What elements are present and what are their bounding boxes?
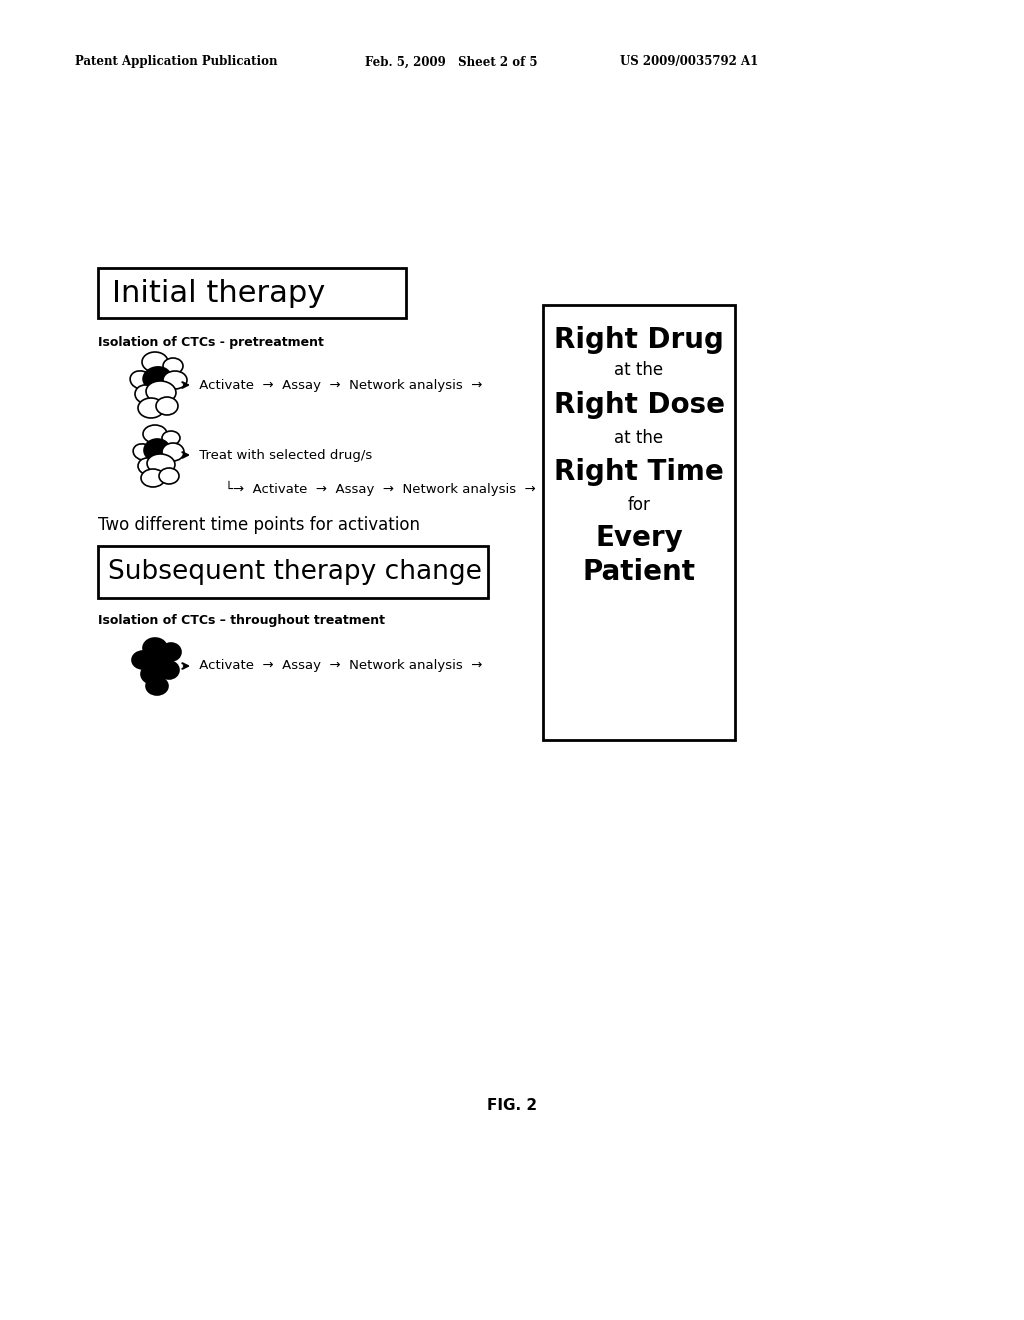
- Ellipse shape: [138, 458, 156, 474]
- Text: Initial therapy: Initial therapy: [112, 279, 326, 308]
- Text: Two different time points for activation: Two different time points for activation: [98, 516, 420, 535]
- FancyBboxPatch shape: [543, 305, 735, 741]
- Text: Activate  →  Assay  →  Network analysis  →: Activate → Assay → Network analysis →: [195, 660, 482, 672]
- Ellipse shape: [163, 358, 183, 374]
- Text: Patient: Patient: [583, 558, 695, 586]
- Ellipse shape: [146, 647, 172, 669]
- Text: Isolation of CTCs - pretreatment: Isolation of CTCs - pretreatment: [98, 337, 324, 348]
- Text: FIG. 2: FIG. 2: [487, 1097, 537, 1113]
- Ellipse shape: [133, 444, 153, 461]
- Text: Right Dose: Right Dose: [554, 391, 725, 418]
- Ellipse shape: [146, 381, 176, 403]
- Ellipse shape: [144, 440, 170, 461]
- FancyBboxPatch shape: [98, 268, 406, 318]
- Ellipse shape: [146, 677, 168, 696]
- Text: for: for: [628, 496, 650, 513]
- Ellipse shape: [159, 661, 179, 678]
- Text: Activate  →  Assay  →  Network analysis  →: Activate → Assay → Network analysis →: [195, 379, 482, 392]
- Text: Every: Every: [595, 524, 683, 552]
- Ellipse shape: [156, 397, 178, 414]
- Ellipse shape: [143, 638, 167, 657]
- FancyBboxPatch shape: [98, 546, 488, 598]
- Ellipse shape: [162, 444, 184, 461]
- Ellipse shape: [135, 385, 155, 403]
- Text: Feb. 5, 2009   Sheet 2 of 5: Feb. 5, 2009 Sheet 2 of 5: [365, 55, 538, 69]
- Ellipse shape: [142, 352, 168, 372]
- Text: Isolation of CTCs – throughout treatment: Isolation of CTCs – throughout treatment: [98, 614, 385, 627]
- Ellipse shape: [163, 371, 187, 389]
- Ellipse shape: [147, 454, 175, 474]
- Ellipse shape: [161, 643, 181, 661]
- Ellipse shape: [138, 399, 164, 418]
- Text: US 2009/0035792 A1: US 2009/0035792 A1: [620, 55, 758, 69]
- Ellipse shape: [141, 664, 165, 684]
- Ellipse shape: [143, 367, 171, 389]
- Text: Right Drug: Right Drug: [554, 326, 724, 354]
- Ellipse shape: [143, 425, 167, 444]
- Text: at the: at the: [614, 429, 664, 447]
- Text: Subsequent therapy change: Subsequent therapy change: [108, 558, 482, 585]
- Text: Patent Application Publication: Patent Application Publication: [75, 55, 278, 69]
- Ellipse shape: [159, 469, 179, 484]
- Text: └→  Activate  →  Assay  →  Network analysis  →: └→ Activate → Assay → Network analysis →: [225, 480, 536, 495]
- Ellipse shape: [132, 651, 154, 669]
- Text: Treat with selected drug/s: Treat with selected drug/s: [195, 449, 373, 462]
- Ellipse shape: [130, 371, 152, 389]
- Ellipse shape: [162, 432, 180, 445]
- Text: at the: at the: [614, 360, 664, 379]
- Text: Right Time: Right Time: [554, 458, 724, 486]
- Ellipse shape: [141, 469, 165, 487]
